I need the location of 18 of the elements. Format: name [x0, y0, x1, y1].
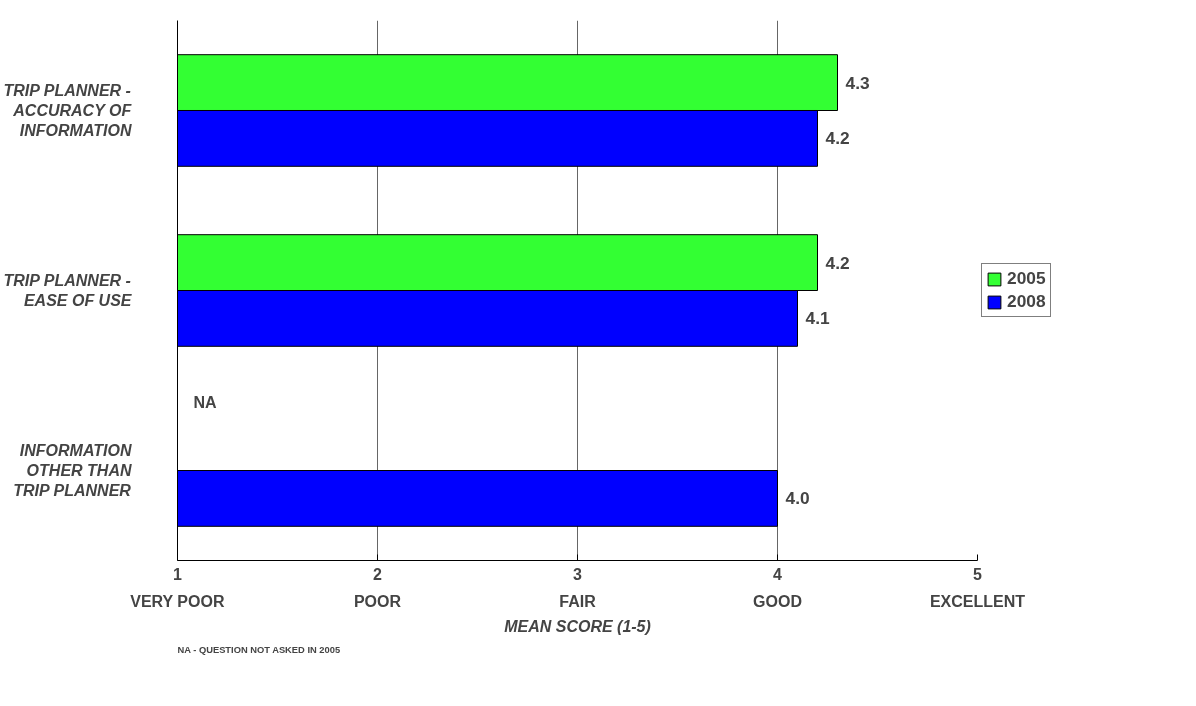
text: NA [193, 393, 217, 411]
data-label: 4.0 [785, 488, 810, 509]
data-label: 4.3 [845, 72, 870, 93]
data-label: 4.2 [825, 128, 850, 149]
data-label: 4.1 [805, 308, 830, 329]
x-tick-label: 3 FAIR [559, 565, 597, 610]
x-tick-label: 2 POOR [353, 565, 402, 610]
legend-label: 2005 [1007, 268, 1046, 289]
x-tick-label: 4 GOOD [753, 565, 802, 610]
x-tick-label: 5 EXCELLENT [929, 565, 1026, 610]
data-label: 4.2 [825, 252, 850, 273]
x-tick-label: 1 VERY POOR [130, 565, 225, 610]
legend-label: 2008 [1007, 291, 1046, 312]
text: NA - QUESTION NOT ASKED IN 2005 [177, 644, 341, 655]
y-tick-label: TRIP PLANNER - EASE OF USE [3, 271, 133, 310]
x-axis-title: MEAN SCORE (1-5) [504, 617, 651, 635]
y-tick-label: INFORMATION OTHER THAN TRIP PLANNER [13, 441, 132, 500]
y-tick-label: TRIP PLANNER - ACCURACY OF INFORMATION [3, 81, 133, 140]
